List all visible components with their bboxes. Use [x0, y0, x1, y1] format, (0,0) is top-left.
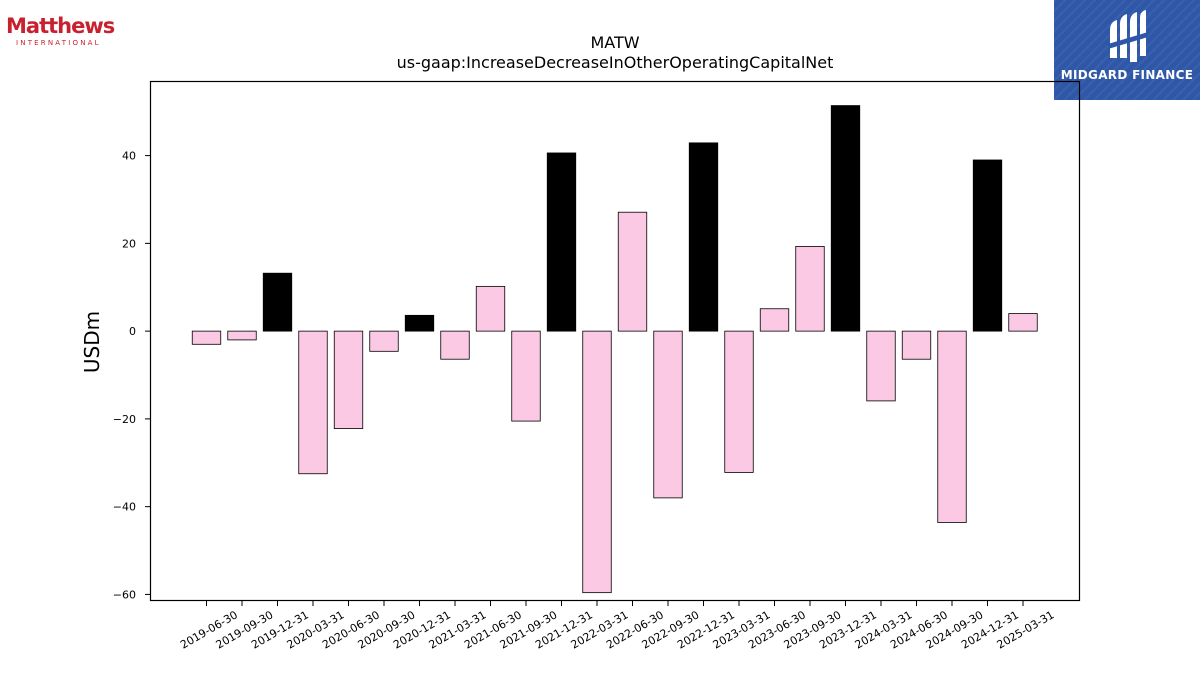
midgard-mark-icon	[1108, 10, 1148, 62]
y-tick-label: 40	[122, 150, 136, 163]
matthews-logo-sub: INTERNATIONAL	[16, 39, 101, 47]
y-tick-label: −60	[113, 588, 136, 601]
bar-2023-06-30	[759, 308, 790, 332]
bar-2023-03-31	[724, 330, 754, 473]
bar-2024-12-31	[972, 159, 1003, 332]
midgard-finance-logo: MIDGARD FINANCE	[1054, 0, 1200, 100]
bar-2024-06-30	[901, 330, 932, 360]
midgard-logo-name: MIDGARD FINANCE	[1060, 68, 1194, 82]
y-tick-label: 0	[129, 325, 136, 338]
bar-2024-03-31	[866, 330, 896, 402]
bar-2021-03-31	[440, 330, 470, 360]
bar-2021-09-30	[511, 330, 541, 422]
bar-2022-03-31	[582, 330, 612, 594]
chart-title: MATW	[590, 33, 639, 52]
y-tick-label: −40	[113, 501, 136, 514]
bar-2020-03-31	[298, 330, 328, 475]
bar-2024-09-30	[937, 330, 967, 523]
bar-2022-06-30	[617, 211, 648, 332]
bar-2021-12-31	[546, 152, 577, 332]
bar-2025-03-31	[1008, 313, 1038, 332]
bar-2020-06-30	[333, 330, 364, 429]
bar-2023-09-30	[795, 246, 825, 332]
y-tick-label: −20	[113, 413, 136, 426]
bar-2023-12-31	[830, 105, 861, 332]
bar-2019-09-30	[227, 330, 257, 341]
plot-frame	[149, 80, 1081, 602]
chart-subtitle: us-gaap:IncreaseDecreaseInOtherOperating…	[397, 53, 834, 72]
bar-2022-09-30	[653, 330, 683, 499]
bars-group	[191, 105, 1038, 594]
y-axis: −60 −40 −20 0 20 40	[113, 150, 150, 601]
bar-2019-12-31	[262, 272, 293, 332]
y-tick-label: 20	[122, 237, 136, 250]
matthews-logo-brand: Matthews	[6, 14, 115, 38]
bar-2019-06-30	[191, 330, 222, 345]
y-axis-label: USDm	[80, 311, 104, 373]
bar-2020-09-30	[369, 330, 399, 352]
bar-2022-12-31	[688, 142, 719, 332]
x-axis: 2019-06-302019-09-302019-12-312020-03-31…	[178, 601, 1057, 652]
matthews-logo: Matthews INTERNATIONAL	[6, 14, 116, 54]
bar-2020-12-31	[404, 314, 435, 332]
bar-2021-06-30	[475, 285, 506, 332]
